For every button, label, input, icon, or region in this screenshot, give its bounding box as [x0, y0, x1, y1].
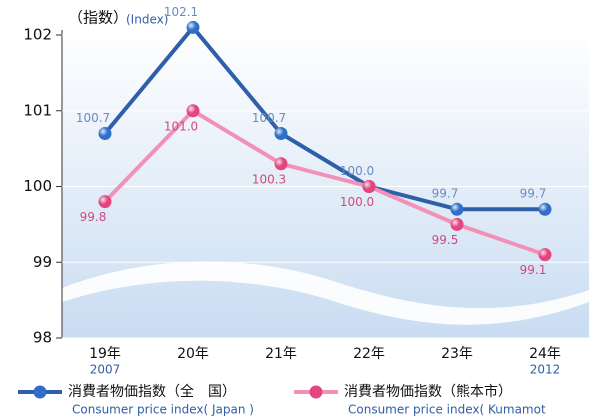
- data-label: 100.7: [76, 111, 110, 125]
- data-label: 102.1: [164, 5, 198, 19]
- x-tick-label: 19年: [89, 346, 121, 362]
- legend-label-en: Consumer price index( Kumamot: [348, 403, 546, 417]
- y-tick-label: 101: [23, 101, 52, 119]
- legend-label: 消費者物価指数（全 国）: [68, 383, 236, 400]
- data-label: 100.0: [340, 164, 374, 178]
- data-point-shine: [186, 104, 200, 118]
- data-point-shine: [98, 195, 112, 209]
- y-tick-label: 102: [23, 26, 52, 44]
- x-tick-label: 24年: [529, 346, 561, 362]
- legend-label-en: Consumer price index( Japan ): [72, 403, 254, 417]
- legend-label: 消費者物価指数（熊本市）: [344, 383, 512, 400]
- y-axis-label: （指数）: [68, 9, 128, 27]
- y-tick-label: 100: [23, 177, 52, 195]
- data-label: 101.0: [164, 119, 198, 133]
- wave-decoration: [62, 261, 589, 325]
- data-label: 100.3: [252, 172, 286, 186]
- x-tick-label: 22年: [353, 346, 385, 362]
- x-tick-label: 20年: [177, 346, 209, 362]
- data-label: 100.0: [340, 195, 374, 209]
- data-label: 99.8: [80, 210, 107, 224]
- data-label: 99.5: [432, 233, 459, 247]
- x-tick-label: 23年: [441, 346, 473, 362]
- legend-marker: [33, 385, 47, 399]
- data-point-shine: [362, 180, 376, 193]
- data-point-shine: [186, 20, 200, 34]
- series-line: [103, 108, 546, 257]
- x-tick-year: 2012: [530, 363, 561, 377]
- data-point-shine: [274, 126, 288, 140]
- y-tick-label: 99: [33, 253, 52, 271]
- data-point-shine: [538, 248, 552, 262]
- x-tick-year: 2007: [90, 363, 121, 377]
- data-point-shine: [450, 202, 464, 216]
- y-axis-label-en: (Index): [126, 13, 168, 27]
- data-label: 99.7: [520, 187, 547, 201]
- x-tick-label: 21年: [265, 346, 297, 362]
- data-label: 100.7: [252, 111, 286, 125]
- data-label: 99.7: [432, 187, 459, 201]
- data-point-shine: [538, 202, 552, 216]
- y-tick-label: 98: [33, 329, 52, 347]
- data-label: 99.1: [520, 263, 547, 277]
- data-point-shine: [98, 126, 112, 140]
- data-point-shine: [450, 217, 464, 231]
- data-point-shine: [274, 157, 288, 171]
- series-line: [103, 25, 545, 212]
- legend-marker: [309, 385, 323, 399]
